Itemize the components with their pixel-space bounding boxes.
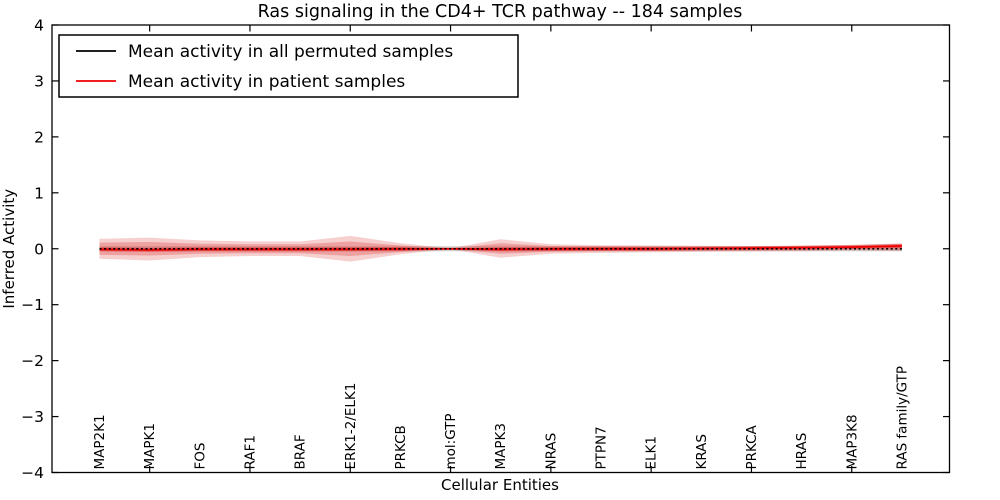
x-entity-label: mol:GTP [443,413,459,469]
y-tick-label: 3 [34,72,44,90]
x-entity-label: MAPK1 [142,423,158,469]
y-tick-label: −3 [21,408,44,426]
x-entity-label: HRAS [794,433,810,470]
y-tick-label: 2 [34,128,44,146]
x-entity-label: PRKCA [744,424,760,469]
x-entity-label: NRAS [543,433,559,470]
x-entity-label: MAPK3 [493,423,509,469]
y-tick-label: 1 [34,184,44,202]
x-entity-label: MAP2K1 [92,414,108,469]
x-entity-label: PTPN7 [594,426,610,469]
chart-title: Ras signaling in the CD4+ TCR pathway --… [258,2,743,22]
legend-box [58,34,519,98]
y-tick-label: −2 [21,352,44,370]
y-tick-label: −4 [21,464,44,482]
x-entity-label: ELK1 [644,436,660,470]
y-tick-label: 4 [34,17,44,35]
y-axis-label: Inferred Activity [0,189,18,309]
x-entity-label: BRAF [293,434,309,469]
x-entity-label: FOS [192,443,208,470]
x-entity-label: ERK1-2/ELK1 [343,383,359,470]
plot-generated-content: −4 −3 −2 −1 0 1 2 3 4 MAP2K1 MAPK1 FOS RAF1 BRAF ERK1-… [21,17,951,482]
x-entity-label: KRAS [694,434,710,470]
legend-label-patient: Mean activity in patient samples [128,72,405,92]
x-entity-label: MAP3K8 [844,414,860,469]
legend-label-permuted: Mean activity in all permuted samples [128,42,453,62]
y-tick-label: 0 [34,240,44,258]
x-entity-label: RAF1 [242,435,258,469]
x-entity-label: RAS family/GTP [894,366,910,470]
x-axis-label: Cellular Entities [441,476,559,494]
x-entity-label: PRKCB [393,425,409,469]
y-tick-label: −1 [21,296,44,314]
legend: Mean activity in all permuted samples Me… [58,34,519,98]
